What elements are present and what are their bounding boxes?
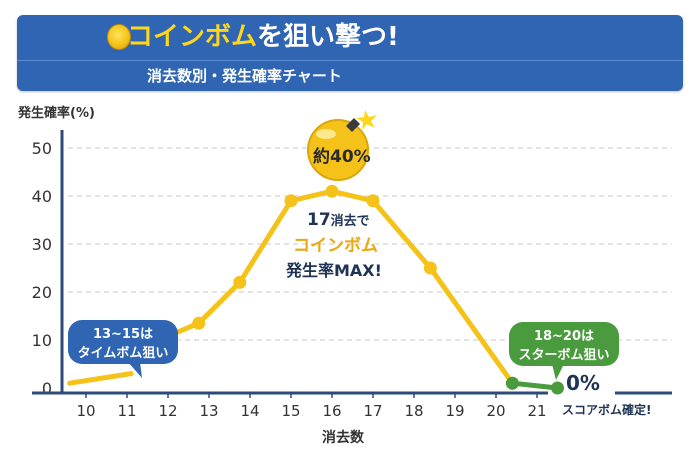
x-tick-label: 14 xyxy=(240,402,259,420)
starbomb-bubble-line2: スターボム狙い xyxy=(518,347,609,363)
coin-icon xyxy=(107,24,131,50)
spark-icon xyxy=(356,110,377,130)
series-line-1 xyxy=(145,188,515,386)
timebomb-bubble-line1: 13~15は xyxy=(93,327,153,342)
data-point xyxy=(551,381,564,395)
series-group xyxy=(67,184,564,395)
data-point xyxy=(192,316,206,330)
center-num: 17 xyxy=(307,210,331,230)
header-banner: コインボムを狙い撃つ! 消去数別・発生確率チャート xyxy=(17,15,683,91)
starbomb-bubble-line1: 18~20は xyxy=(534,329,594,344)
y-tick-label: 30 xyxy=(32,235,52,254)
x-tick-label: 13 xyxy=(199,402,218,420)
y-tick-label: 20 xyxy=(32,283,52,302)
x-ticks: 10 11 12 13 14 15 16 17 18 19 20 21 xyxy=(76,393,547,420)
timebomb-bubble-line2: タイムボム狙い xyxy=(78,345,169,361)
x-tick-label: 15 xyxy=(281,402,300,420)
y-axis-label: 発生確率(%) xyxy=(17,105,95,121)
center-annotation-line2: コインボム xyxy=(293,236,378,256)
data-point xyxy=(284,194,298,208)
page-title: コインボムを狙い撃つ! xyxy=(127,19,399,55)
center-annotation-line3: 発生率MAX! xyxy=(285,261,382,280)
banner-divider xyxy=(17,60,683,61)
data-point xyxy=(423,261,437,275)
x-tick-label: 12 xyxy=(158,402,177,420)
timebomb-bubble xyxy=(68,320,178,378)
x-tick-label: 10 xyxy=(76,402,95,420)
x-tick-label: 11 xyxy=(117,402,136,420)
x-tick-label: 20 xyxy=(486,402,505,420)
x-tick-label: 19 xyxy=(445,402,464,420)
peak-label: 約40% xyxy=(313,146,371,167)
x-tick-label: 21 xyxy=(527,402,546,420)
center-annotation-line1: 17消去で xyxy=(307,210,370,230)
y-tick-label: 10 xyxy=(32,331,52,350)
data-point xyxy=(505,376,519,390)
y-tick-label: 50 xyxy=(32,139,52,158)
series-line-2 xyxy=(509,380,560,391)
page-subtitle: 消去数別・発生確率チャート xyxy=(147,67,342,85)
y-tick-label: 0 xyxy=(42,379,52,398)
title-rest: を狙い撃つ! xyxy=(257,22,399,52)
zero-percent-label: 0% xyxy=(566,371,600,395)
y-tick-label: 40 xyxy=(32,187,52,206)
zero-percent-caption: スコアボム確定! xyxy=(562,402,651,417)
center-text: 消去で xyxy=(331,213,370,229)
x-tick-label: 17 xyxy=(363,402,382,420)
series-line-0 xyxy=(67,371,134,386)
title-highlight: コインボム xyxy=(127,22,258,52)
bomb-icon xyxy=(307,110,377,181)
data-point xyxy=(325,184,339,198)
y-ticks: 0 10 20 30 40 50 xyxy=(32,139,52,398)
starbomb-bubble xyxy=(509,322,619,380)
x-axis-label: 消去数 xyxy=(322,429,365,446)
x-tick-label: 16 xyxy=(322,402,341,420)
data-point xyxy=(366,194,380,208)
x-tick-label: 18 xyxy=(404,402,423,420)
data-point xyxy=(233,275,247,289)
